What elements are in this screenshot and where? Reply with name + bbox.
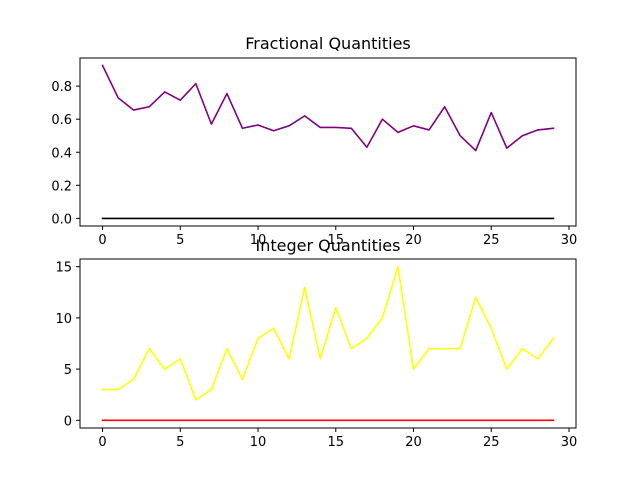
y-tick-label: 5 [64,363,72,378]
series-layer [101,265,555,422]
x-tick-label: 25 [483,435,500,450]
x-tick-label: 0 [98,233,106,248]
x-tick-label: 25 [483,233,500,248]
y-tick-label: 0.0 [51,212,72,227]
x-axis-ticks: 0 5 10 15 20 25 30 [98,226,577,248]
x-tick-label: 10 [250,233,267,248]
plot-frame [79,57,577,227]
series-line-0 [101,64,555,152]
y-tick-label: 0.2 [51,179,72,194]
series-line-0 [101,265,555,401]
x-tick-label: 0 [98,435,106,450]
plot-area [80,259,576,428]
x-tick-label: 20 [405,233,422,248]
x-tick-label: 15 [328,233,345,248]
x-tick-label: 5 [176,233,184,248]
x-tick-label: 30 [561,233,578,248]
x-tick-label: 30 [561,435,578,450]
x-tick-label: 15 [328,435,345,450]
x-axis-ticks: 0 5 10 15 20 25 30 [98,428,577,450]
y-tick-label: 0 [64,414,72,429]
plot-frame [79,258,577,429]
series-layer [101,64,555,220]
y-tick-label: 15 [55,261,72,276]
x-tick-label: 5 [176,435,184,450]
x-tick-label: 20 [405,435,422,450]
y-tick-label: 0.8 [51,80,72,95]
chart-title: Fractional Quantities [245,34,411,53]
chart-integer: 0 5 10 15 20 25 30 0 5 10 15 Integer Quantities [55,236,577,450]
y-tick-label: 0.4 [51,146,72,161]
y-axis-ticks: 0 5 10 15 [55,261,80,429]
x-tick-label: 10 [250,435,267,450]
y-tick-label: 10 [55,312,72,327]
y-tick-label: 0.6 [51,113,72,128]
chart-title: Integer Quantities [256,236,401,255]
plot-area [80,58,576,226]
y-axis-ticks: 0.0 0.2 0.4 0.6 0.8 [51,80,80,227]
chart-fractional: Fractional Quantities 0 5 10 15 20 25 30 0.00.… [51,34,577,248]
